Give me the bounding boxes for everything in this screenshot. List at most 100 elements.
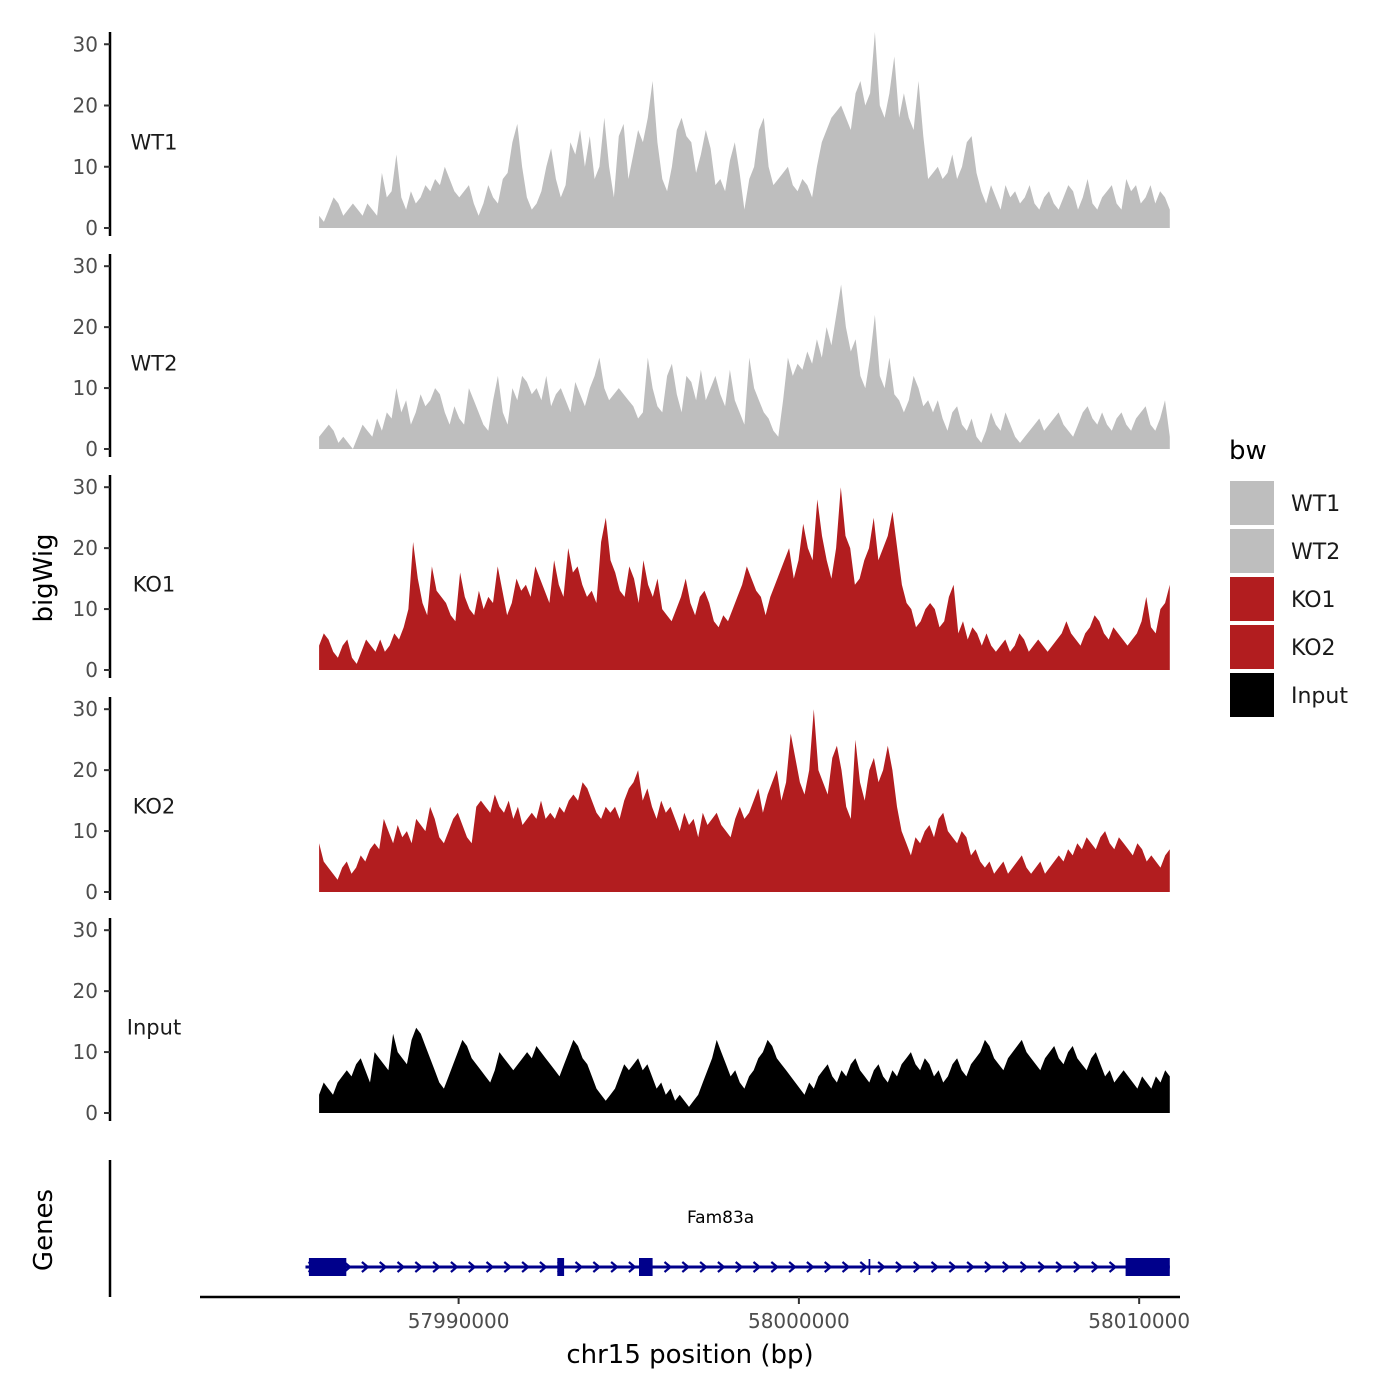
chevron-right-icon — [859, 1261, 869, 1273]
chevron-right-icon — [877, 1261, 886, 1273]
y-tick-label-ko1-10: 10 — [73, 597, 98, 621]
chevron-right-icon — [414, 1261, 424, 1273]
chevron-right-icon — [966, 1261, 975, 1273]
chevron-right-icon — [1108, 1261, 1118, 1273]
chevron-right-icon — [984, 1261, 993, 1273]
y-tick-label-ko2-30: 30 — [73, 697, 98, 721]
chevron-right-icon — [1090, 1261, 1100, 1273]
legend-label-input: Input — [1291, 684, 1348, 709]
legend-swatch-input — [1228, 671, 1276, 719]
y-tick-label-ko2-0: 0 — [85, 880, 98, 904]
track-label-ko1: KO1 — [133, 573, 176, 597]
y-tick-label-wt2-30: 30 — [73, 254, 98, 278]
chevron-right-icon — [930, 1261, 940, 1273]
legend-swatch-ko2 — [1228, 623, 1276, 671]
legend-swatch-ko1 — [1228, 575, 1276, 623]
y-tick-label-wt2-0: 0 — [85, 437, 98, 461]
chevron-right-icon — [1019, 1261, 1029, 1273]
chevron-right-icon — [574, 1261, 584, 1273]
legend-swatch-wt1 — [1228, 479, 1276, 527]
coverage-area-ko2 — [319, 709, 1170, 892]
chevron-right-icon — [770, 1261, 780, 1273]
exon-5 — [1125, 1258, 1170, 1276]
chevron-right-icon — [699, 1261, 708, 1273]
x-axis: 57990000 58000000 58010000 — [200, 1295, 1190, 1333]
y-tick-label-input-0: 0 — [85, 1101, 98, 1125]
y-tick-label-input-10: 10 — [73, 1040, 98, 1064]
track-ko1: 0 10 20 30 KO1 — [73, 475, 1170, 682]
y-axis-title: bigWig — [29, 533, 59, 622]
coverage-tracks: 0 10 20 30 WT1 0 10 20 30 WT2 0 10 20 30 KO1 0 10 20 30 KO2… — [73, 32, 1170, 1125]
chevron-right-icon — [806, 1261, 815, 1273]
y-tick-label-ko1-30: 30 — [73, 475, 98, 499]
chevron-right-icon — [948, 1261, 958, 1273]
legend-swatch-wt2 — [1228, 527, 1276, 575]
gene-track: Fam83a — [108, 1160, 1170, 1297]
gene-name-label: Fam83a — [687, 1208, 754, 1228]
legend-item-ko2: KO2 — [1228, 623, 1336, 671]
y-tick-label-wt2-10: 10 — [73, 376, 98, 400]
exon-1 — [308, 1258, 347, 1276]
track-wt1: 0 10 20 30 WT1 — [73, 32, 1170, 240]
coverage-area-wt1 — [319, 32, 1170, 228]
chevron-right-icon — [503, 1261, 513, 1273]
chevron-right-icon — [1001, 1261, 1011, 1273]
y-tick-label-wt1-10: 10 — [73, 155, 98, 179]
chevron-right-icon — [450, 1261, 459, 1273]
track-label-input: Input — [127, 1016, 181, 1040]
chevron-right-icon — [895, 1261, 904, 1273]
chevron-right-icon — [628, 1261, 637, 1273]
legend-label-wt1: WT1 — [1291, 492, 1340, 517]
legend: bw WT1 WT2 KO1 KO2 Input — [1228, 436, 1348, 719]
x-tick-label-58000000: 58000000 — [748, 1309, 850, 1333]
legend-item-wt1: WT1 — [1228, 479, 1340, 527]
legend-item-wt2: WT2 — [1228, 527, 1340, 575]
track-label-ko2: KO2 — [133, 795, 176, 819]
genes-axis-title: Genes — [29, 1189, 59, 1271]
chevron-right-icon — [1037, 1261, 1047, 1273]
chevron-right-icon — [378, 1261, 388, 1273]
chevron-right-icon — [521, 1261, 530, 1273]
legend-label-ko1: KO1 — [1291, 588, 1336, 613]
chevron-right-icon — [610, 1261, 619, 1273]
chevron-right-icon — [734, 1261, 744, 1273]
x-tick-label-57990000: 57990000 — [408, 1309, 510, 1333]
legend-label-ko2: KO2 — [1291, 636, 1336, 661]
coverage-area-ko1 — [319, 487, 1170, 670]
chevron-right-icon — [467, 1261, 477, 1273]
exon-2 — [557, 1258, 565, 1276]
chevron-right-icon — [396, 1261, 406, 1273]
legend-label-wt2: WT2 — [1291, 540, 1340, 565]
chevron-right-icon — [1073, 1261, 1082, 1273]
x-axis-title: chr15 position (bp) — [566, 1340, 813, 1370]
chevron-right-icon — [841, 1261, 851, 1273]
chevron-right-icon — [663, 1261, 673, 1273]
coverage-area-input — [319, 1027, 1170, 1113]
chevron-right-icon — [681, 1261, 691, 1273]
chevron-right-icon — [1055, 1261, 1064, 1273]
y-tick-label-ko2-20: 20 — [73, 758, 98, 782]
chevron-right-icon — [752, 1261, 762, 1273]
y-tick-label-wt1-0: 0 — [85, 216, 98, 240]
chevron-right-icon — [361, 1261, 370, 1273]
y-tick-label-input-20: 20 — [73, 979, 98, 1003]
chevron-right-icon — [432, 1261, 441, 1273]
chevron-right-icon — [539, 1261, 548, 1273]
chevron-right-icon — [788, 1261, 797, 1273]
y-tick-label-ko1-0: 0 — [85, 658, 98, 682]
chevron-right-icon — [485, 1261, 495, 1273]
y-tick-label-ko2-10: 10 — [73, 819, 98, 843]
track-input: 0 10 20 30 Input — [73, 918, 1170, 1125]
legend-item-input: Input — [1228, 671, 1348, 719]
chevron-right-icon — [717, 1261, 726, 1273]
chevron-right-icon — [912, 1261, 922, 1273]
chevron-right-icon — [592, 1261, 602, 1273]
exon-3 — [639, 1258, 653, 1276]
track-label-wt2: WT2 — [131, 352, 178, 376]
y-tick-label-input-30: 30 — [73, 918, 98, 942]
track-wt2: 0 10 20 30 WT2 — [73, 254, 1170, 461]
legend-title: bw — [1229, 436, 1267, 466]
y-tick-label-wt1-20: 20 — [73, 94, 98, 118]
track-ko2: 0 10 20 30 KO2 — [73, 697, 1170, 904]
